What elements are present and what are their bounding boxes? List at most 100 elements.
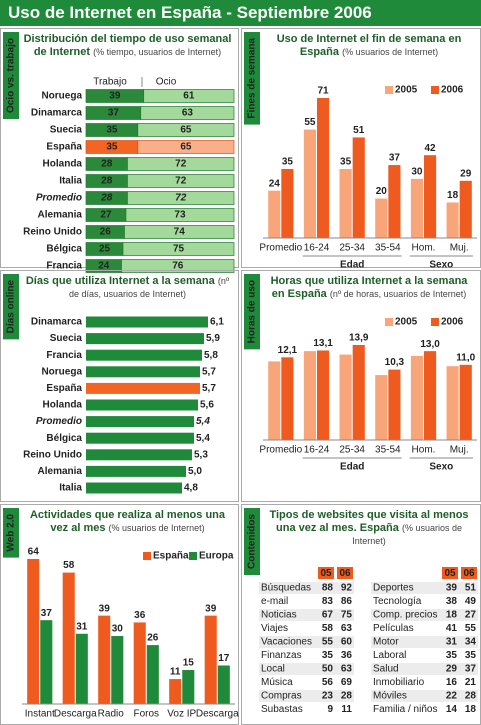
row-label: Móviles xyxy=(373,691,407,702)
x-tick-label: Radio xyxy=(98,709,125,720)
legend-swatch xyxy=(431,318,439,326)
subtitle-text: (nº de días, usuarios de Internet) xyxy=(68,276,230,299)
value-label: 55 xyxy=(304,117,316,128)
section-tab xyxy=(244,32,260,125)
legend-label: 2006 xyxy=(441,85,464,96)
row-label: Películas xyxy=(373,623,414,634)
value-label: 35 xyxy=(340,157,352,168)
subtitle-text: (% usuarios de Internet) xyxy=(352,523,462,546)
group-label: Sexo xyxy=(429,462,453,473)
value-label: 29 xyxy=(460,168,472,179)
bar xyxy=(281,357,294,440)
bar xyxy=(388,369,401,440)
legend-label: España xyxy=(153,551,189,562)
value-label: 35 xyxy=(106,125,118,136)
bar xyxy=(410,355,423,440)
cell-value: 75 xyxy=(341,610,353,621)
bar-segment xyxy=(127,174,235,188)
value-label: 5,4 xyxy=(196,416,210,427)
value-label: 5,6 xyxy=(200,400,214,411)
value-label: 31 xyxy=(76,621,88,632)
bar xyxy=(317,98,330,238)
cell-value: 9 xyxy=(327,704,333,715)
x-tick-label: Muj. xyxy=(450,445,469,456)
cell-value: 27 xyxy=(465,610,477,621)
x-tick-label: Promedio xyxy=(259,445,302,456)
title-text: Distribución del tiempo de uso semanal d… xyxy=(23,33,232,58)
value-label: 71 xyxy=(318,86,330,97)
bar-segment xyxy=(125,208,235,222)
value-label: 17 xyxy=(218,653,230,664)
title-text: Horas que utiliza Internet a la semana e… xyxy=(270,275,468,300)
row-label: e-mail xyxy=(261,596,288,607)
cell-value: 38 xyxy=(446,596,458,607)
value-label: 75 xyxy=(173,244,185,255)
x-tick-label: Muj. xyxy=(450,243,469,254)
category-label: Suecia xyxy=(50,333,83,344)
subtitle-text: (% tiempo, usuarios de Internet) xyxy=(93,47,222,57)
value-label: 35 xyxy=(106,142,118,153)
value-label: 5,3 xyxy=(194,449,208,460)
subtitle-text: (% usuarios de Internet) xyxy=(342,47,439,57)
section-label: Horas de uso xyxy=(247,280,258,343)
value-label: 30 xyxy=(112,624,124,635)
value-label: 30 xyxy=(411,166,423,177)
value-label: 61 xyxy=(183,91,195,102)
x-tick-label: 35-54 xyxy=(375,243,401,254)
category-label: Reino Unido xyxy=(23,227,82,238)
category-label: Noruega xyxy=(41,91,82,102)
section-tab xyxy=(3,32,19,120)
value-label: 13,0 xyxy=(420,339,440,350)
cell-value: 28 xyxy=(341,691,353,702)
row-label: Deportes xyxy=(373,583,414,594)
bar xyxy=(182,670,195,704)
cell-value: 49 xyxy=(465,596,477,607)
x-tick-label: Descarga xyxy=(196,709,239,720)
bar xyxy=(40,620,53,704)
row-label: Familia / niños xyxy=(373,704,437,715)
row-label: Subastas xyxy=(261,704,303,715)
cell-value: 34 xyxy=(465,637,477,648)
bar xyxy=(424,351,437,440)
section-label: Días online xyxy=(6,280,17,334)
x-tick-label: Promedio xyxy=(259,243,302,254)
bar xyxy=(146,645,159,704)
value-label: 35 xyxy=(282,157,294,168)
bar xyxy=(27,559,40,704)
bar xyxy=(339,168,352,238)
cell-value: 18 xyxy=(465,704,477,715)
bar xyxy=(459,180,472,238)
row-label: Tecnología xyxy=(373,596,422,607)
category-label: Reino Unido xyxy=(23,449,82,460)
row-label: Motor xyxy=(373,637,399,648)
bar xyxy=(424,155,437,238)
bar-segment xyxy=(124,225,235,239)
value-label: 64 xyxy=(28,547,40,558)
category-label: Alemania xyxy=(38,210,83,221)
column-header: 05 xyxy=(320,568,332,579)
title-text: Uso de Internet el fin de semana en Espa… xyxy=(276,33,462,58)
bar xyxy=(86,349,202,361)
cell-value: 35 xyxy=(446,650,458,661)
column-header-box xyxy=(442,567,458,579)
bar xyxy=(98,615,111,704)
section-tab xyxy=(244,508,260,575)
bar xyxy=(352,137,365,238)
bar xyxy=(217,665,230,704)
value-label: 13,9 xyxy=(349,333,369,344)
section-label: Fines de semana xyxy=(247,38,258,119)
bar xyxy=(86,465,186,477)
row-band xyxy=(259,690,354,702)
value-label: 25 xyxy=(99,244,111,255)
row-band xyxy=(259,663,354,675)
group-label: Sexo xyxy=(429,260,453,271)
cell-value: 51 xyxy=(465,583,477,594)
cell-value: 37 xyxy=(465,664,477,675)
bar xyxy=(446,202,459,238)
value-label: 72 xyxy=(175,193,187,204)
value-label: 13,1 xyxy=(313,338,333,349)
x-tick-label: 16-24 xyxy=(304,243,330,254)
row-label: Viajes xyxy=(261,623,288,634)
row-band xyxy=(259,636,354,648)
